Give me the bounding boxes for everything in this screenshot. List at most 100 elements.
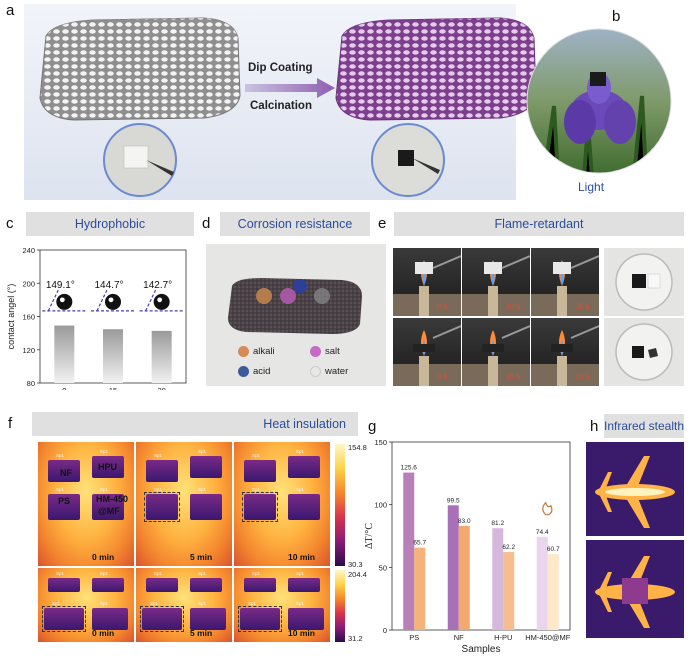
chart-g-frame (391, 441, 571, 631)
thermal-image: Sp1 Sp1 Sp1 Sp1 (136, 568, 232, 642)
thermal-sample-label-hpu: HPU (98, 462, 118, 472)
highlight-box (144, 492, 180, 522)
legend-salt-label: salt (325, 346, 340, 357)
thermal-image: Sp1 Sp1 Sp1 Sp1 (38, 568, 134, 642)
panel-letter-a: a (6, 2, 15, 19)
thermal-spot-marker: Sp1 (52, 601, 61, 606)
thermal-sample-block (190, 608, 226, 630)
thermal-sample-block (92, 494, 124, 520)
chart-g-bar (447, 505, 459, 630)
panel-letter-e: e (378, 215, 387, 232)
thermal-spot-marker: Sp1 (56, 571, 65, 576)
thermal-sample-block (44, 608, 84, 630)
panel-letter-d: d (202, 215, 211, 232)
panel-b-caption: Light (578, 180, 605, 194)
panel-e-title: Flame-retardant (394, 212, 684, 236)
thermal-sample-label-hm2: @MF (98, 506, 120, 516)
contact-angle-chart: 801201602002400149.1°15144.7°30142.7°Tim… (6, 246, 187, 390)
thermal-spot-marker: Sp1 (150, 601, 159, 606)
water-droplet-icon (105, 293, 121, 310)
alkali-swatch-icon (238, 346, 249, 357)
legend-alkali: alkali (238, 346, 275, 357)
tangent-line (145, 289, 157, 312)
thermal-sample-block (48, 578, 80, 592)
thermal-spot-marker: Sp1 (248, 601, 257, 606)
chart-g-bar (492, 528, 504, 630)
chart-g-xlabel: Samples (462, 644, 501, 655)
chart-g-value-label: 74.4 (536, 529, 549, 536)
contact-angle-label: 142.7° (143, 280, 172, 291)
highlight-box (242, 492, 278, 522)
water-swatch-icon (310, 366, 321, 377)
white-foam-block (39, 17, 241, 121)
chart-c-ytick-label: 120 (22, 346, 35, 355)
legend-alkali-label: alkali (253, 346, 275, 357)
panel-d-title: Corrosion resistance (220, 212, 370, 236)
flame-test-photo (393, 248, 461, 316)
chart-g-ytick-label: 0 (383, 626, 387, 635)
flame-test-time-label: 0 S (437, 302, 448, 311)
chart-g-value-label: 83.0 (458, 518, 471, 525)
thermal-spot-marker: Sp1 (154, 571, 163, 576)
thermal-image: Sp1 Sp1 Sp1 Sp1 (234, 442, 330, 566)
chart-c-xtick-label: 0 (62, 386, 66, 390)
thermal-sample-block (146, 460, 178, 482)
thermal-time-label: 10 min (288, 628, 315, 638)
thermal-sample-block (244, 460, 276, 482)
thermal-sample-label-ps: PS (58, 496, 71, 506)
chart-g-value-label: 81.2 (491, 520, 504, 527)
thermal-spot-marker: Sp1 (198, 601, 207, 606)
water-droplet-icon (153, 293, 170, 310)
thermal-sample-block (288, 578, 320, 592)
highlight-box (238, 606, 282, 632)
panel-h-title: Infrared stealth (604, 414, 684, 438)
chart-g-value-label: 62.2 (502, 544, 515, 551)
flame-test-time-label: 10 S (506, 372, 521, 381)
thermal-spot-marker: Sp1 (198, 487, 207, 492)
thermal-time-label: 5 min (190, 552, 213, 562)
black-sample-photo-circle (371, 123, 445, 197)
tangent-line (47, 289, 59, 312)
thermal-sample-block (190, 578, 222, 592)
chart-g-xtick-label: HM-450@MF (525, 633, 571, 642)
corrosion-sample-photo (228, 278, 362, 334)
thermal-spot-marker: Sp1 (296, 601, 305, 606)
thermal-time-label: 0 min (92, 628, 115, 638)
chart-g-ytick-label: 50 (379, 563, 387, 572)
thermal-spot-marker: Sp1 (100, 571, 109, 576)
flame-test-time-label: 10 S (506, 302, 521, 311)
iris-flower-photo (526, 28, 672, 174)
chart-c-bar (103, 329, 123, 383)
chart-g-ytick-label: 100 (374, 501, 387, 510)
colorbar-top-max: 154.8 (348, 443, 367, 452)
chart-g-ytick-label: 150 (374, 438, 387, 447)
thermal-image: Sp1 Sp1 Sp1 Sp1 (136, 442, 232, 566)
petri-dish-photo (604, 248, 684, 316)
legend-acid: acid (238, 366, 270, 377)
thermal-spot-marker: Sp1 (154, 487, 163, 492)
thermal-sample-block (240, 608, 280, 630)
chart-g-value-label: 65.7 (413, 540, 426, 547)
thermal-sample-block (142, 608, 182, 630)
chart-c-ytick-label: 80 (27, 379, 35, 388)
chart-g-value-label: 60.7 (547, 546, 560, 553)
thermal-sample-block (92, 578, 124, 592)
tangent-line (96, 289, 108, 312)
thermal-spot-marker: Sp1 (198, 449, 207, 454)
thermal-sample-block (190, 494, 222, 520)
panel-c-title: Hydrophobic (26, 212, 194, 236)
chart-c-bar (54, 325, 75, 383)
flame-test-time-label: 20 S (575, 302, 590, 311)
chart-g-bar (536, 536, 548, 630)
arrow-label-calcination: Calcination (250, 100, 312, 112)
legend-salt: salt (310, 346, 340, 357)
thermal-spot-marker: Sp1 (296, 449, 305, 454)
droplet-highlight (157, 297, 163, 303)
thermal-sample-block (92, 456, 124, 478)
thermal-time-label: 0 min (92, 552, 115, 562)
chart-c-ytick-label: 160 (22, 313, 35, 322)
chart-g-value-label: 99.5 (447, 497, 460, 504)
colorbar-top (335, 444, 345, 566)
flame-test-photo (531, 248, 599, 316)
thermal-sample-block (146, 494, 178, 520)
